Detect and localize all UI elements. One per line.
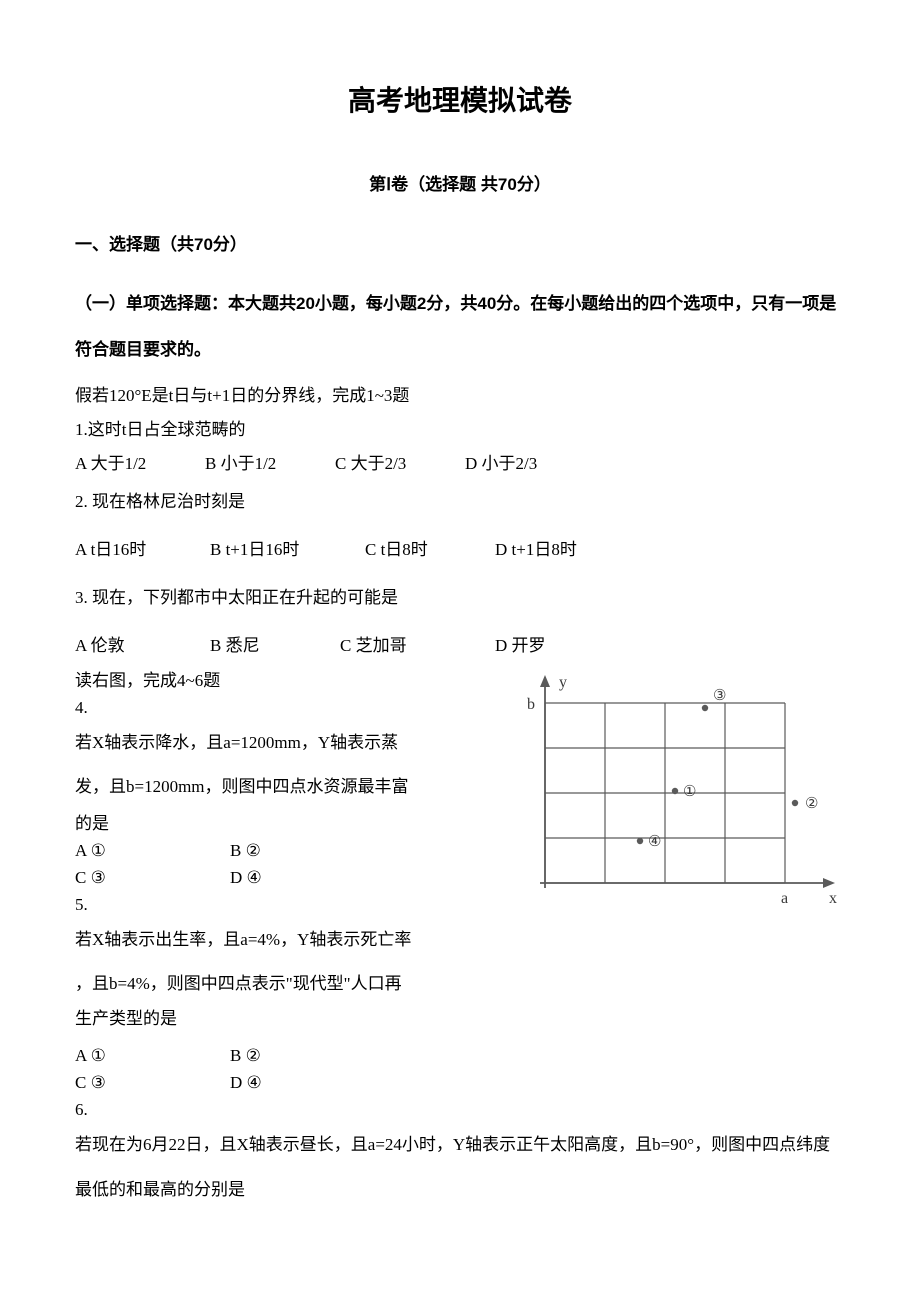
q3-options: A 伦敦 B 悉尼 C 芝加哥 D 开罗 [75, 629, 845, 663]
q3-opt-c: C 芝加哥 [340, 629, 495, 663]
q1-opt-d: D 小于2/3 [465, 447, 595, 481]
svg-text:y: y [559, 674, 567, 691]
q4-number: 4. [75, 694, 485, 721]
svg-text:a: a [781, 890, 788, 907]
section-1-header: 一、选择题（共70分） [75, 232, 845, 258]
q5-line3: 生产类型的是 [75, 1005, 845, 1032]
q1-opt-c: C 大于2/3 [335, 447, 465, 481]
subsection-1-header: （一）单项选择题：本大题共20小题，每小题2分，共40分。在每小题给出的四个选项… [75, 281, 845, 373]
q2-stem: 2. 现在格林尼治时刻是 [75, 485, 845, 519]
svg-text:③: ③ [713, 688, 726, 704]
q3-opt-a: A 伦敦 [75, 629, 210, 663]
q4-options-cd: C ③ D ④ [75, 864, 485, 891]
svg-text:①: ① [683, 784, 696, 800]
q4-options-ab: A ① B ② [75, 837, 485, 864]
q4-line3: 的是 [75, 810, 485, 837]
q5-options-ab: A ① B ② [75, 1042, 845, 1069]
q4-opt-c: C ③ [75, 864, 230, 891]
q1-opt-a: A 大于1/2 [75, 447, 205, 481]
q6-number: 6. [75, 1096, 845, 1123]
q5-options-cd: C ③ D ④ [75, 1069, 845, 1096]
q5-opt-b: B ② [230, 1042, 261, 1069]
svg-text:④: ④ [648, 834, 661, 850]
coordinate-chart: y x b a ① ② ③ ④ [505, 673, 845, 923]
q2-opt-c: C t日8时 [365, 533, 495, 567]
page-title: 高考地理模拟试卷 [75, 80, 845, 122]
q1-opt-b: B 小于1/2 [205, 447, 335, 481]
q2-options: A t日16时 B t+1日16时 C t日8时 D t+1日8时 [75, 533, 845, 567]
q5-opt-c: C ③ [75, 1069, 230, 1096]
q5-opt-d: D ④ [230, 1069, 262, 1096]
q4-opt-d: D ④ [230, 864, 262, 891]
q5-opt-a: A ① [75, 1042, 230, 1069]
q4-text: 若X轴表示降水，且a=1200mm，Y轴表示蒸 发，且b=1200mm，则图中四… [75, 721, 485, 809]
q5-number: 5. [75, 891, 485, 918]
q3-opt-d: D 开罗 [495, 629, 625, 663]
q3-stem: 3. 现在，下列都市中太阳正在升起的可能是 [75, 581, 845, 615]
q5-line2: ，且b=4%，则图中四点表示"现代型"人口再 [75, 974, 402, 993]
q2-opt-a: A t日16时 [75, 533, 210, 567]
q4-opt-a: A ① [75, 837, 230, 864]
q5-line1: 若X轴表示出生率，且a=4%，Y轴表示死亡率 [75, 930, 411, 949]
intro-q4-6: 读右图，完成4~6题 [75, 667, 485, 694]
q6-text: 若现在为6月22日，且X轴表示昼长，且a=24小时，Y轴表示正午太阳高度，且b=… [75, 1123, 845, 1211]
part-header: 第Ⅰ卷（选择题 共70分） [75, 172, 845, 198]
svg-text:x: x [829, 890, 837, 907]
intro-q1-3: 假若120°E是t日与t+1日的分界线，完成1~3题 [75, 379, 845, 413]
q4-line1: 若X轴表示降水，且a=1200mm，Y轴表示蒸 [75, 733, 398, 752]
q5-text: 若X轴表示出生率，且a=4%，Y轴表示死亡率 ，且b=4%，则图中四点表示"现代… [75, 918, 485, 1006]
q4-line2: 发，且b=1200mm，则图中四点水资源最丰富 [75, 777, 409, 796]
q2-opt-d: D t+1日8时 [495, 533, 625, 567]
q1-options: A 大于1/2 B 小于1/2 C 大于2/3 D 小于2/3 [75, 447, 845, 481]
q4-opt-b: B ② [230, 837, 261, 864]
q1-stem: 1.这时t日占全球范畴的 [75, 413, 845, 447]
q2-opt-b: B t+1日16时 [210, 533, 365, 567]
svg-text:b: b [527, 696, 535, 713]
svg-text:②: ② [805, 796, 818, 812]
q3-opt-b: B 悉尼 [210, 629, 340, 663]
